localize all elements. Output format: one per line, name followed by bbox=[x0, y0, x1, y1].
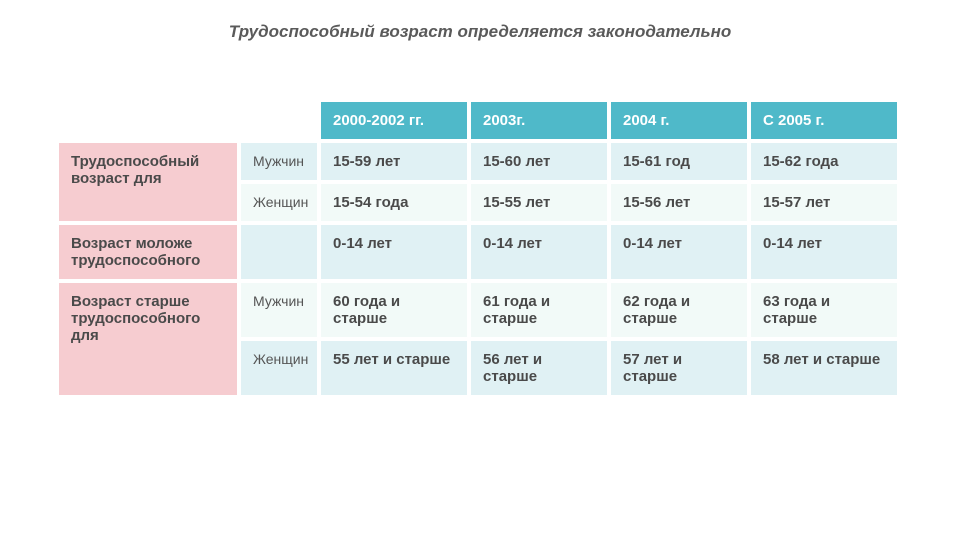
data-cell: 15-54 года bbox=[319, 182, 469, 223]
data-cell: 0-14 лет bbox=[469, 223, 609, 281]
gender-cell: Женщин bbox=[239, 339, 319, 397]
data-cell: 61 года и старше bbox=[469, 281, 609, 339]
table-header-row: 2000-2002 гг. 2003г. 2004 г. С 2005 г. bbox=[59, 102, 899, 141]
row-label: Возраст старше трудоспособного для bbox=[59, 281, 239, 397]
data-cell: 57 лет и старше bbox=[609, 339, 749, 397]
table-row: Возраст моложе трудоспособного0-14 лет0-… bbox=[59, 223, 899, 281]
data-cell: 60 года и старше bbox=[319, 281, 469, 339]
header-blank-0 bbox=[59, 102, 239, 141]
table-row: Возраст старше трудоспособного дляМужчин… bbox=[59, 281, 899, 339]
row-label: Возраст моложе трудоспособного bbox=[59, 223, 239, 281]
data-cell: 15-62 года bbox=[749, 141, 899, 182]
header-col-5: С 2005 г. bbox=[749, 102, 899, 141]
data-cell: 0-14 лет bbox=[609, 223, 749, 281]
header-blank-1 bbox=[239, 102, 319, 141]
row-label: Трудоспособный возраст для bbox=[59, 141, 239, 223]
header-col-2: 2000-2002 гг. bbox=[319, 102, 469, 141]
header-col-3: 2003г. bbox=[469, 102, 609, 141]
header-col-4: 2004 г. bbox=[609, 102, 749, 141]
data-cell: 62 года и старше bbox=[609, 281, 749, 339]
gender-cell bbox=[239, 223, 319, 281]
data-cell: 56 лет и старше bbox=[469, 339, 609, 397]
data-cell: 15-55 лет bbox=[469, 182, 609, 223]
data-cell: 15-56 лет bbox=[609, 182, 749, 223]
table-body: Трудоспособный возраст дляМужчин15-59 ле… bbox=[59, 141, 899, 397]
data-cell: 0-14 лет bbox=[749, 223, 899, 281]
age-table: 2000-2002 гг. 2003г. 2004 г. С 2005 г. Т… bbox=[59, 102, 901, 399]
table-row: Трудоспособный возраст дляМужчин15-59 ле… bbox=[59, 141, 899, 182]
data-cell: 0-14 лет bbox=[319, 223, 469, 281]
data-cell: 15-61 год bbox=[609, 141, 749, 182]
gender-cell: Женщин bbox=[239, 182, 319, 223]
data-cell: 55 лет и старше bbox=[319, 339, 469, 397]
data-cell: 15-59 лет bbox=[319, 141, 469, 182]
data-cell: 15-60 лет bbox=[469, 141, 609, 182]
gender-cell: Мужчин bbox=[239, 281, 319, 339]
data-cell: 63 года и старше bbox=[749, 281, 899, 339]
data-cell: 58 лет и старше bbox=[749, 339, 899, 397]
data-cell: 15-57 лет bbox=[749, 182, 899, 223]
page-title: Трудоспособный возраст определяется зако… bbox=[0, 0, 960, 102]
gender-cell: Мужчин bbox=[239, 141, 319, 182]
